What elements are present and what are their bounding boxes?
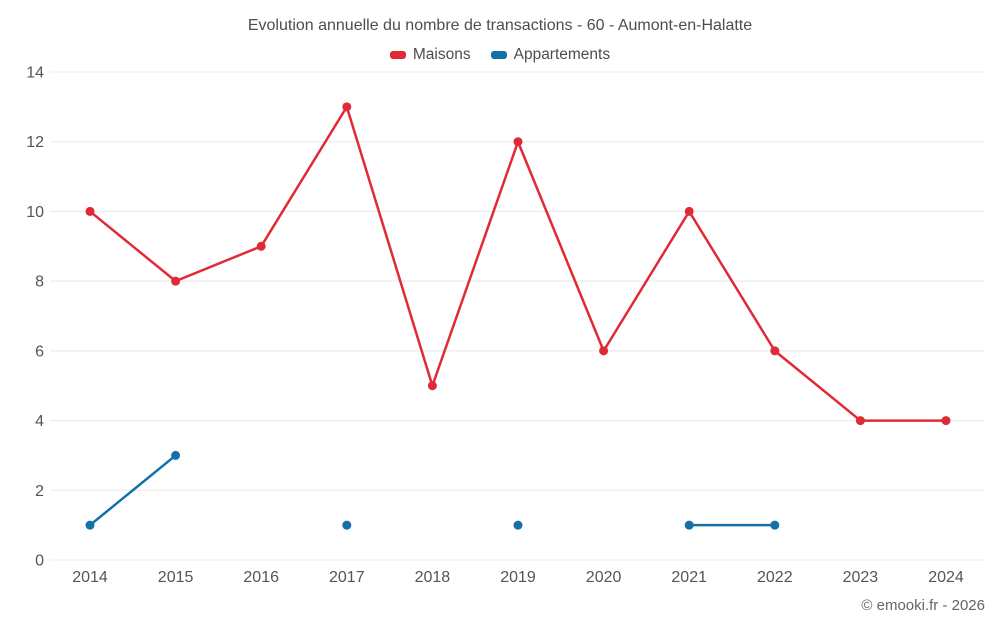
y-tick-label: 10 — [26, 204, 44, 221]
y-tick-label: 14 — [26, 65, 44, 82]
appartements-point[interactable] — [171, 450, 181, 460]
x-tick-label: 2021 — [671, 569, 707, 586]
maisons-point[interactable] — [941, 416, 951, 426]
y-tick-label: 0 — [35, 553, 44, 570]
y-tick-label: 2 — [35, 483, 44, 500]
appartements-point[interactable] — [85, 520, 95, 530]
legend-item-maisons[interactable]: Maisons — [389, 46, 471, 64]
legend-label-appartements: Appartements — [513, 46, 611, 63]
x-tick-label: 2020 — [586, 569, 622, 586]
y-tick-label: 6 — [35, 343, 44, 360]
x-tick-label: 2024 — [928, 569, 964, 586]
x-tick-label: 2022 — [757, 569, 793, 586]
appartements-line — [88, 454, 177, 527]
appartements-point[interactable] — [770, 520, 780, 530]
maisons-series-marker-icon — [389, 51, 406, 59]
maisons-point[interactable] — [599, 346, 609, 356]
maisons-point[interactable] — [684, 206, 694, 216]
maisons-point[interactable] — [427, 381, 437, 391]
legend: Maisons Appartements — [0, 46, 1000, 64]
x-tick-label: 2016 — [243, 569, 279, 586]
x-tick-label: 2018 — [415, 569, 451, 586]
maisons-point[interactable] — [256, 241, 266, 251]
x-tick-label: 2023 — [843, 569, 879, 586]
x-tick-label: 2019 — [500, 569, 536, 586]
y-tick-label: 8 — [35, 274, 44, 291]
legend-item-appartements[interactable]: Appartements — [490, 46, 611, 64]
legend-label-maisons: Maisons — [412, 46, 471, 63]
x-tick-label: 2014 — [72, 569, 108, 586]
appartements-point[interactable] — [513, 520, 523, 530]
copyright-text: © emooki.fr - 2026 — [861, 597, 985, 614]
appartements-point[interactable] — [342, 520, 352, 530]
appartements-point[interactable] — [684, 520, 694, 530]
maisons-point[interactable] — [855, 416, 865, 426]
maisons-point[interactable] — [513, 137, 523, 147]
appartements-series-marker-icon — [490, 51, 507, 59]
maisons-point[interactable] — [85, 206, 95, 216]
x-tick-label: 2015 — [158, 569, 194, 586]
x-tick-label: 2017 — [329, 569, 365, 586]
maisons-line — [88, 105, 948, 422]
maisons-point[interactable] — [342, 102, 352, 112]
y-tick-label: 4 — [35, 413, 44, 430]
chart-title: Evolution annuelle du nombre de transact… — [247, 17, 753, 34]
maisons-point[interactable] — [770, 346, 780, 356]
maisons-point[interactable] — [171, 276, 181, 286]
y-tick-label: 12 — [26, 134, 44, 151]
